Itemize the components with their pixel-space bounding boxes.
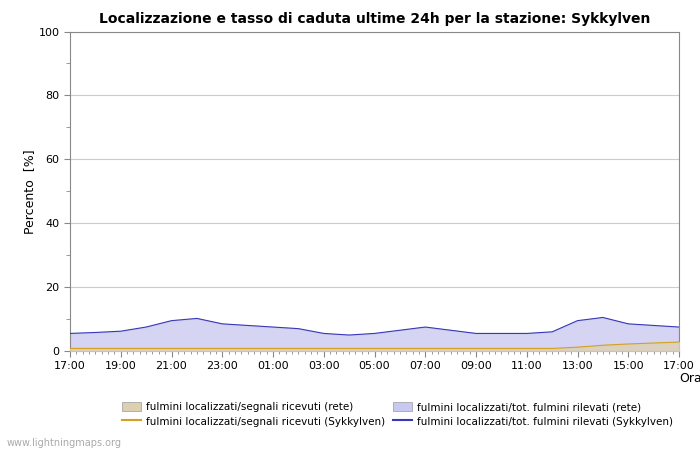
Y-axis label: Percento  [%]: Percento [%]: [23, 149, 36, 234]
Text: www.lightningmaps.org: www.lightningmaps.org: [7, 438, 122, 448]
Text: Orario: Orario: [679, 372, 700, 385]
Title: Localizzazione e tasso di caduta ultime 24h per la stazione: Sykkylven: Localizzazione e tasso di caduta ultime …: [99, 12, 650, 26]
Legend: fulmini localizzati/segnali ricevuti (rete), fulmini localizzati/segnali ricevut: fulmini localizzati/segnali ricevuti (re…: [118, 398, 678, 431]
